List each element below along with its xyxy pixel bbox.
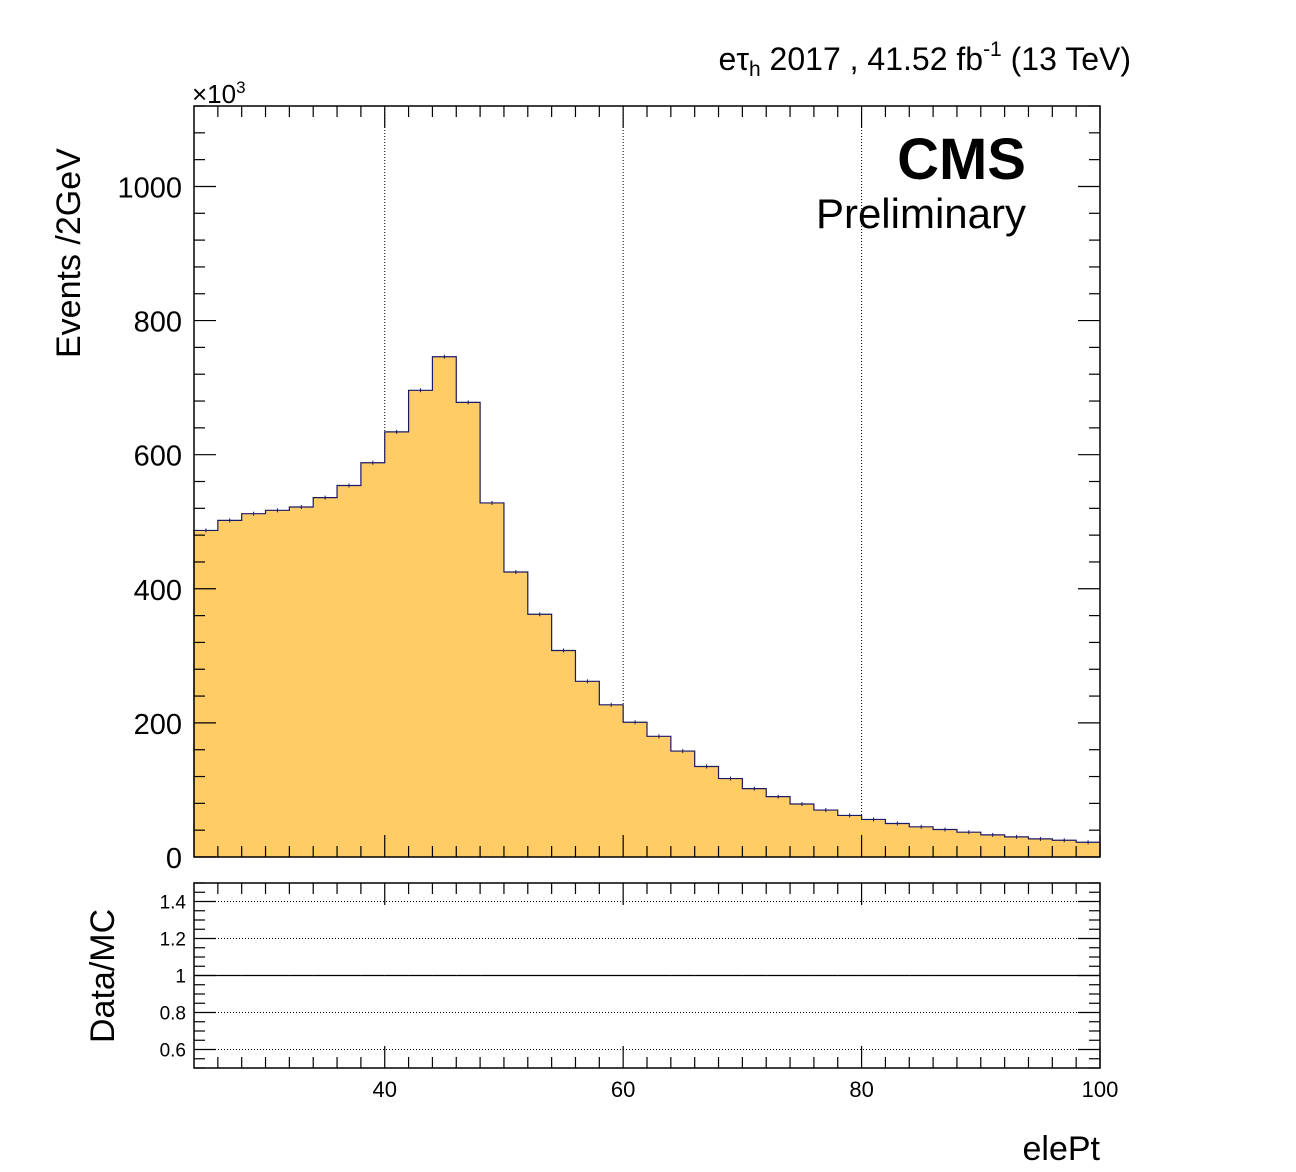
histogram-bar [337, 485, 362, 857]
cms-label: CMS [897, 127, 1026, 192]
histogram-bar [265, 510, 290, 857]
channel-e: e [718, 41, 737, 77]
channel-sub: h [748, 58, 761, 81]
histogram-bar [599, 704, 624, 857]
histogram-bar [980, 834, 1006, 857]
main-y-tick-label: 400 [134, 575, 182, 607]
x-tick-label: 60 [611, 1077, 635, 1102]
histogram-outline [193, 356, 1101, 857]
histogram-bar [1004, 836, 1029, 857]
luminosity-label: eτh 2017 , 41.52 fb-1 (13 TeV) [719, 38, 1131, 82]
y-multiplier: ×103 [192, 78, 246, 110]
histogram-bar [1076, 842, 1101, 857]
x-tick-label: 40 [372, 1077, 396, 1102]
main-histogram-bars [193, 354, 1101, 857]
multiplier-exponent: 3 [236, 78, 246, 97]
main-y-tick-label: 200 [134, 709, 182, 741]
x-tick-label: 80 [849, 1077, 873, 1102]
histogram-bar [575, 681, 600, 857]
lumi-exponent: -1 [983, 38, 1002, 61]
histogram-bar [1052, 840, 1077, 857]
main-y-tick-label: 800 [134, 307, 182, 339]
histogram-bar [241, 513, 267, 857]
histogram-bar [384, 431, 410, 857]
histogram-bar [670, 751, 696, 857]
histogram-bar [623, 722, 648, 857]
ratio-y-tick-label: 0.8 [160, 1004, 186, 1025]
channel-tau: τ [736, 41, 749, 77]
histogram-bar [694, 766, 720, 857]
histogram-bar [432, 356, 457, 857]
histogram-bar [551, 650, 576, 857]
x-tick-label: 100 [1082, 1077, 1119, 1102]
histogram-bar [909, 826, 934, 857]
x-axis-label: elePt [1022, 1130, 1101, 1168]
histogram-bar [217, 520, 243, 857]
lumi-text: 2017 , 41.52 fb [760, 41, 984, 77]
cms-sublabel: Preliminary [815, 190, 1026, 237]
main-y-tick-label: 1000 [117, 172, 182, 204]
histogram-bar [790, 804, 815, 857]
histogram-bar [742, 788, 767, 857]
histogram-bar [408, 390, 433, 857]
histogram-bar [861, 819, 886, 857]
histogram-bar [527, 614, 553, 857]
histogram-bar [194, 530, 219, 857]
main-y-tick-label: 0 [166, 843, 182, 875]
histogram-bar [813, 810, 839, 857]
histogram-bar [456, 402, 481, 857]
histogram-bar [718, 778, 743, 857]
histogram-bar [480, 502, 505, 857]
ratio-y-axis-label: Data/MC [84, 908, 122, 1043]
main-y-axis-label: Events /2GeV [50, 148, 88, 358]
histogram-bar [313, 497, 338, 857]
histogram-bar [837, 815, 863, 857]
histogram-bar [766, 796, 791, 857]
histogram-bar [885, 823, 910, 857]
ratio-y-tick-label: 1.2 [160, 930, 186, 951]
histogram-bar [360, 462, 386, 857]
ratio-y-tick-label: 0.6 [160, 1041, 186, 1062]
histogram-bar [933, 829, 958, 857]
main-axis-ticks: 0 200 400 600 800 1000 [117, 105, 1101, 875]
ratio-y-tick-label: 1.4 [160, 893, 187, 914]
histogram-bar [956, 832, 982, 857]
ratio-axis-ticks: 0.6 0.8 1 1.2 1.4 40 60 80 100 [160, 882, 1119, 1102]
lumi-energy: (13 TeV) [1001, 41, 1131, 77]
multiplier-base: ×10 [192, 79, 237, 109]
ratio-y-tick-label: 1 [175, 967, 186, 988]
histogram-bar [289, 506, 314, 857]
histogram-bar [647, 736, 672, 857]
histogram-bar [503, 572, 529, 857]
histogram-bar [1028, 838, 1053, 857]
main-y-tick-label: 600 [134, 441, 182, 473]
